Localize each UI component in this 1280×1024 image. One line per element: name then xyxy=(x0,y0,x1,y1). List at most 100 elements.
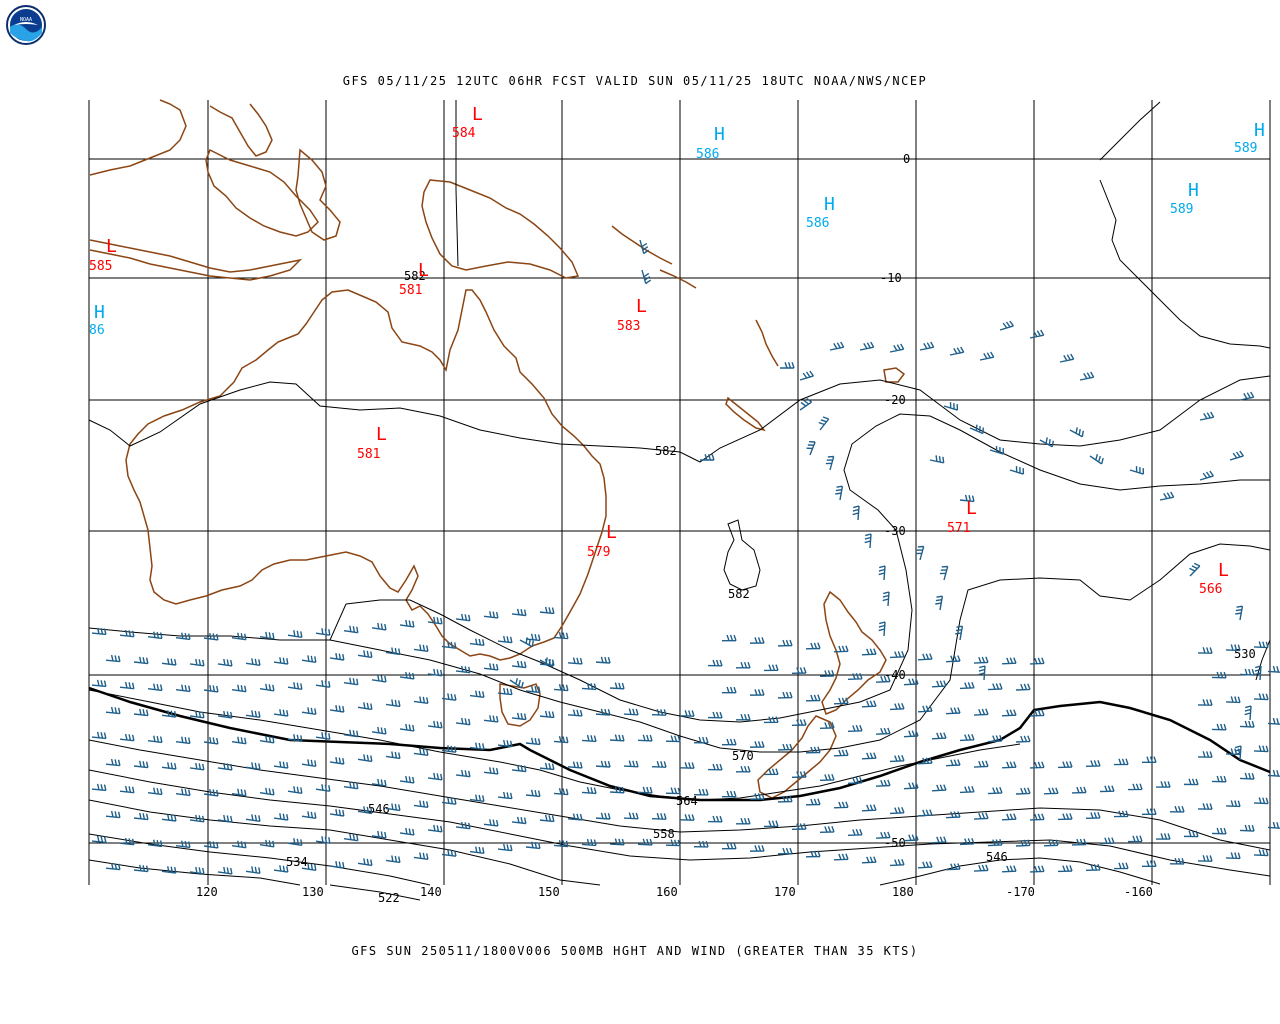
wind-barb xyxy=(875,831,891,839)
wind-barb xyxy=(1029,657,1045,665)
wind-barb xyxy=(343,625,359,634)
wind-barb xyxy=(581,838,597,847)
wind-barb xyxy=(819,826,835,834)
high-value: 586 xyxy=(696,147,719,162)
contour-582 xyxy=(88,375,1271,463)
high-value: 86 xyxy=(89,323,105,338)
wind-barb xyxy=(973,760,989,768)
wind-barb xyxy=(539,814,555,823)
wind-barb xyxy=(525,633,541,642)
wind-barb xyxy=(651,812,667,820)
wind-barb xyxy=(441,641,457,649)
wind-barb xyxy=(665,839,681,847)
wind-barb xyxy=(987,683,1003,691)
wind-barb xyxy=(203,684,219,693)
wind-barb xyxy=(175,736,191,745)
wind-barb xyxy=(581,682,597,691)
wind-barb xyxy=(707,815,723,823)
wind-barb xyxy=(1225,748,1241,756)
wind-barb xyxy=(455,665,471,674)
wind-barb xyxy=(595,760,611,768)
wind-barb xyxy=(693,840,709,848)
wind-barb xyxy=(875,675,891,683)
wind-barb xyxy=(525,685,541,694)
wind-barb xyxy=(969,424,984,435)
wind-barb xyxy=(343,781,359,790)
wind-barb xyxy=(273,709,289,717)
wind-barb xyxy=(273,865,289,873)
wind-barb xyxy=(273,657,289,665)
wind-barb xyxy=(399,723,415,732)
wind-barb xyxy=(133,656,149,665)
wind-barb xyxy=(931,680,947,688)
wind-barb xyxy=(882,591,890,607)
wind-barb xyxy=(637,786,653,794)
wind-barb xyxy=(315,628,331,636)
wind-barb xyxy=(945,707,961,715)
coast-nz-north xyxy=(821,590,887,715)
low-marker: L xyxy=(106,236,117,257)
wind-barb xyxy=(989,446,1005,455)
wind-barb xyxy=(707,659,723,667)
wind-barb xyxy=(1043,787,1059,795)
wind-barb xyxy=(301,707,317,715)
wind-barb xyxy=(943,402,959,411)
low-marker: L xyxy=(472,104,483,125)
wind-barb xyxy=(105,654,121,663)
wind-barb xyxy=(1079,371,1095,381)
lon-label: 150 xyxy=(538,885,560,899)
wind-barb xyxy=(217,814,233,823)
lon-label: 120 xyxy=(196,885,218,899)
wind-barb xyxy=(329,756,345,765)
wind-barb xyxy=(1234,745,1242,761)
wind-barb xyxy=(903,678,919,686)
contour-546 xyxy=(88,799,1161,886)
wind-barb xyxy=(1155,781,1171,788)
wind-barb xyxy=(1211,775,1227,783)
wind-barb xyxy=(1057,761,1073,769)
noaa-logo: NOAA xyxy=(6,5,46,45)
wind-barb xyxy=(119,733,135,742)
wind-barb xyxy=(1059,353,1075,363)
contour-ring-nw xyxy=(1099,101,1271,349)
wind-barb xyxy=(1267,717,1280,725)
wind-barb xyxy=(441,797,457,805)
wind-barb xyxy=(864,533,872,549)
contour-576 xyxy=(345,413,1270,723)
wind-barb xyxy=(525,737,541,746)
coast-borneo xyxy=(89,99,319,237)
coastlines xyxy=(89,99,906,799)
wind-barb xyxy=(595,812,611,820)
wind-barb xyxy=(651,760,667,768)
wind-barb xyxy=(133,812,149,821)
wind-barb xyxy=(889,858,905,867)
wind-barb xyxy=(833,853,849,861)
wind-barb xyxy=(623,708,639,716)
wind-barb xyxy=(329,652,345,661)
wind-barb xyxy=(805,746,821,754)
wind-barb xyxy=(511,660,527,669)
pressure-centers: L 584 L 585 L 581 L 583 L 581 L 579 L 57… xyxy=(89,104,1265,597)
wind-barb xyxy=(641,269,652,285)
wind-barb xyxy=(973,864,989,872)
wind-barb xyxy=(959,681,975,690)
map-title: GFS 05/11/25 12UTC 06HR FCST VALID SUN 0… xyxy=(342,74,928,88)
wind-barb xyxy=(1085,760,1101,767)
wind-barb xyxy=(999,320,1014,331)
wind-barb xyxy=(959,494,975,503)
wind-barb xyxy=(651,708,667,716)
wind-barb xyxy=(105,706,121,715)
wind-barb xyxy=(91,783,107,792)
wind-barb xyxy=(385,699,401,708)
wind-barb xyxy=(455,821,471,830)
wind-barb xyxy=(105,810,121,819)
wind-barb xyxy=(700,454,715,461)
wind-barb xyxy=(1071,838,1087,846)
wind-barb xyxy=(567,761,583,769)
wind-barb xyxy=(1199,470,1214,481)
wind-barb xyxy=(1089,454,1104,465)
wind-barb xyxy=(133,864,149,873)
wind-barb xyxy=(371,726,387,735)
wind-barb xyxy=(1099,837,1115,845)
wind-barb xyxy=(287,630,303,638)
